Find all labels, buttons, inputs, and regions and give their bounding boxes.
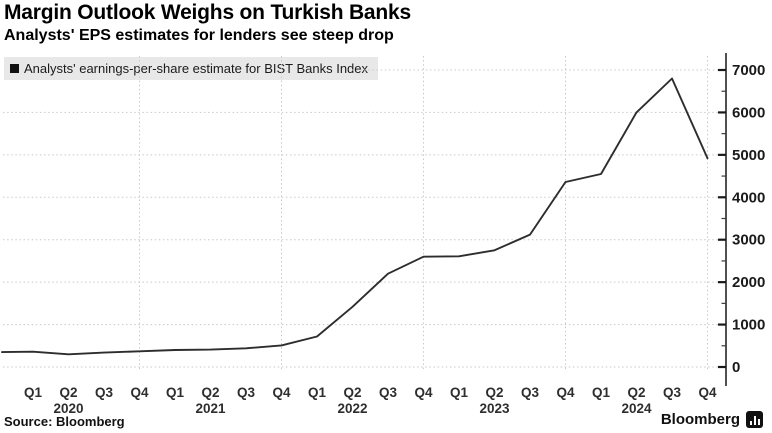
- x-tick-label: Q4: [414, 385, 433, 400]
- x-tick-label: Q2: [201, 385, 219, 400]
- x-tick-label: Q1: [24, 385, 43, 400]
- year-label: 2024: [621, 401, 652, 416]
- x-tick-label: Q1: [308, 385, 327, 400]
- y-tick-label: 5000: [732, 147, 765, 164]
- x-tick-label: Q2: [59, 385, 77, 400]
- source-label: Source: Bloomberg: [4, 414, 125, 429]
- x-tick-label: Q1: [166, 385, 185, 400]
- y-tick-label: 1000: [732, 317, 765, 334]
- x-tick-label: Q2: [485, 385, 503, 400]
- y-tick-label: 0: [732, 359, 740, 376]
- x-tick-label: Q3: [95, 385, 114, 400]
- page-title: Margin Outlook Weighs on Turkish Banks: [4, 1, 411, 24]
- x-tick-label: Q3: [521, 385, 540, 400]
- year-label: 2021: [195, 401, 226, 416]
- x-tick-label: Q4: [698, 385, 717, 400]
- y-tick-label: 6000: [732, 104, 765, 121]
- y-tick-label: 7000: [732, 62, 765, 79]
- x-tick-label: Q4: [272, 385, 291, 400]
- y-tick-label: 4000: [732, 189, 765, 206]
- y-tick-label: 2000: [732, 274, 765, 291]
- x-tick-label: Q1: [592, 385, 611, 400]
- brand: Bloomberg: [661, 411, 763, 428]
- y-tick-label: 3000: [732, 232, 765, 249]
- eps-line-series: [1, 77, 709, 356]
- x-tick-label: Q3: [663, 385, 682, 400]
- x-tick-label: Q4: [130, 385, 149, 400]
- legend-square-marker-icon: [10, 64, 19, 73]
- bloomberg-logo-icon: [746, 411, 763, 428]
- x-tick-label: Q4: [556, 385, 575, 400]
- x-tick-label: Q3: [237, 385, 256, 400]
- brand-label: Bloomberg: [660, 411, 740, 428]
- year-label: 2022: [337, 401, 367, 416]
- page-subtitle: Analysts' EPS estimates for lenders see …: [4, 27, 394, 44]
- x-tick-label: Q2: [627, 385, 645, 400]
- year-label: 2023: [479, 401, 510, 416]
- x-tick-label: Q2: [343, 385, 361, 400]
- legend-label: Analysts' earnings-per-share estimate fo…: [24, 61, 369, 76]
- x-tick-label: Q3: [379, 385, 398, 400]
- x-tick-label: Q1: [450, 385, 469, 400]
- legend: Analysts' earnings-per-share estimate fo…: [4, 57, 379, 80]
